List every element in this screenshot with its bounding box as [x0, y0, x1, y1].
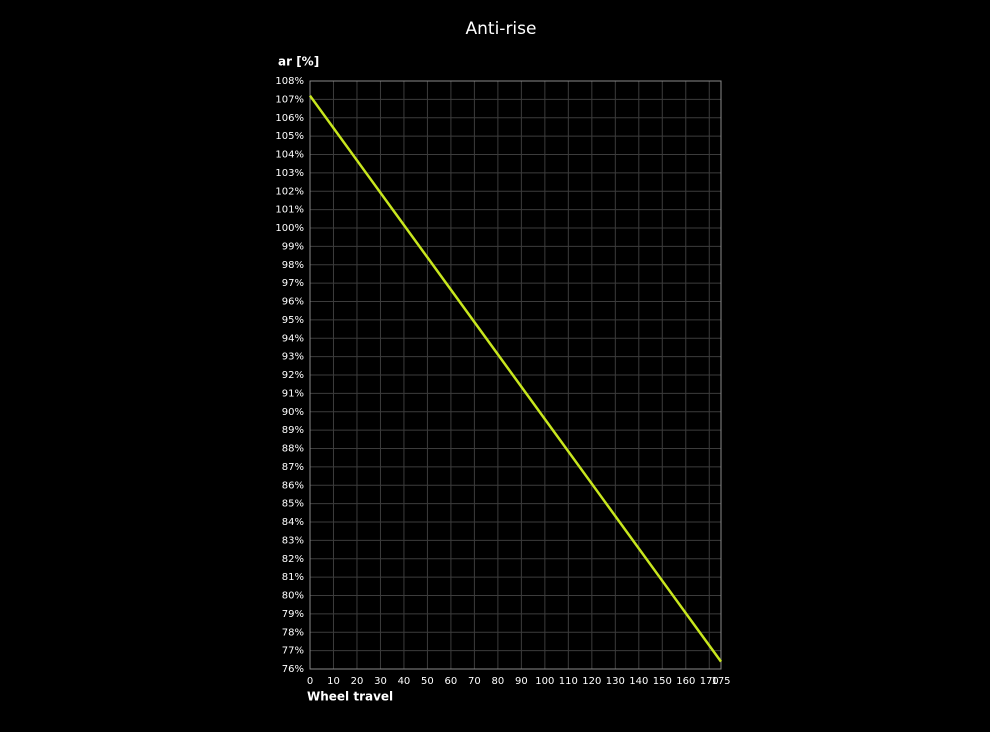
x-tick-label: 100 [535, 676, 554, 687]
x-tick-label: 110 [559, 676, 578, 687]
x-tick-label: 20 [351, 676, 364, 687]
y-tick-label: 94% [282, 333, 304, 344]
y-tick-label: 92% [282, 370, 304, 381]
y-tick-label: 89% [282, 425, 304, 436]
y-tick-label: 101% [275, 205, 304, 216]
x-tick-label: 50 [421, 676, 434, 687]
y-tick-label: 85% [282, 499, 304, 510]
y-tick-label: 81% [282, 572, 304, 583]
plot-border [309, 80, 722, 670]
y-tick-label: 77% [282, 646, 304, 657]
x-tick-label: 60 [445, 676, 458, 687]
x-tick-label: 130 [606, 676, 625, 687]
x-tick-label: 10 [327, 676, 340, 687]
y-tick-label: 76% [282, 664, 304, 675]
x-tick-label: 40 [398, 676, 411, 687]
y-tick-label: 83% [282, 535, 304, 546]
y-tick-label: 82% [282, 554, 304, 565]
y-tick-label: 107% [275, 94, 304, 105]
chart-title: Anti-rise [466, 19, 537, 39]
x-tick-label: 70 [468, 676, 481, 687]
y-tick-label: 100% [275, 223, 304, 234]
y-tick-label: 84% [282, 517, 304, 528]
y-tick-label: 91% [282, 388, 304, 399]
y-tick-label: 96% [282, 297, 304, 308]
y-tick-label: 79% [282, 609, 304, 620]
x-tick-label: 160 [676, 676, 695, 687]
y-axis-label: ar [%] [278, 55, 319, 69]
x-tick-label: 170 [700, 676, 719, 687]
x-tick-label: 80 [492, 676, 505, 687]
y-tick-label: 87% [282, 462, 304, 473]
y-tick-label: 95% [282, 315, 304, 326]
x-tick-label: 90 [515, 676, 528, 687]
x-tick-label: 140 [629, 676, 648, 687]
y-tick-label: 108% [275, 76, 304, 87]
y-tick-label: 90% [282, 407, 304, 418]
y-tick-label: 99% [282, 241, 304, 252]
x-tick-label: 175 [711, 676, 730, 687]
x-tick-label: 120 [582, 676, 601, 687]
y-tick-label: 86% [282, 480, 304, 491]
y-tick-label: 102% [275, 186, 304, 197]
y-tick-label: 98% [282, 260, 304, 271]
x-tick-label: 150 [653, 676, 672, 687]
y-tick-label: 93% [282, 352, 304, 363]
y-tick-label: 97% [282, 278, 304, 289]
data-line [308, 94, 723, 663]
y-tick-label: 106% [275, 113, 304, 124]
y-tick-label: 105% [275, 131, 304, 142]
y-tick-label: 78% [282, 627, 304, 638]
y-tick-label: 80% [282, 591, 304, 602]
y-tick-label: 88% [282, 444, 304, 455]
x-tick-label: 30 [374, 676, 387, 687]
y-tick-label: 104% [275, 150, 304, 161]
x-axis-label: Wheel travel [307, 690, 393, 704]
x-tick-label: 0 [307, 676, 313, 687]
y-tick-label: 103% [275, 168, 304, 179]
